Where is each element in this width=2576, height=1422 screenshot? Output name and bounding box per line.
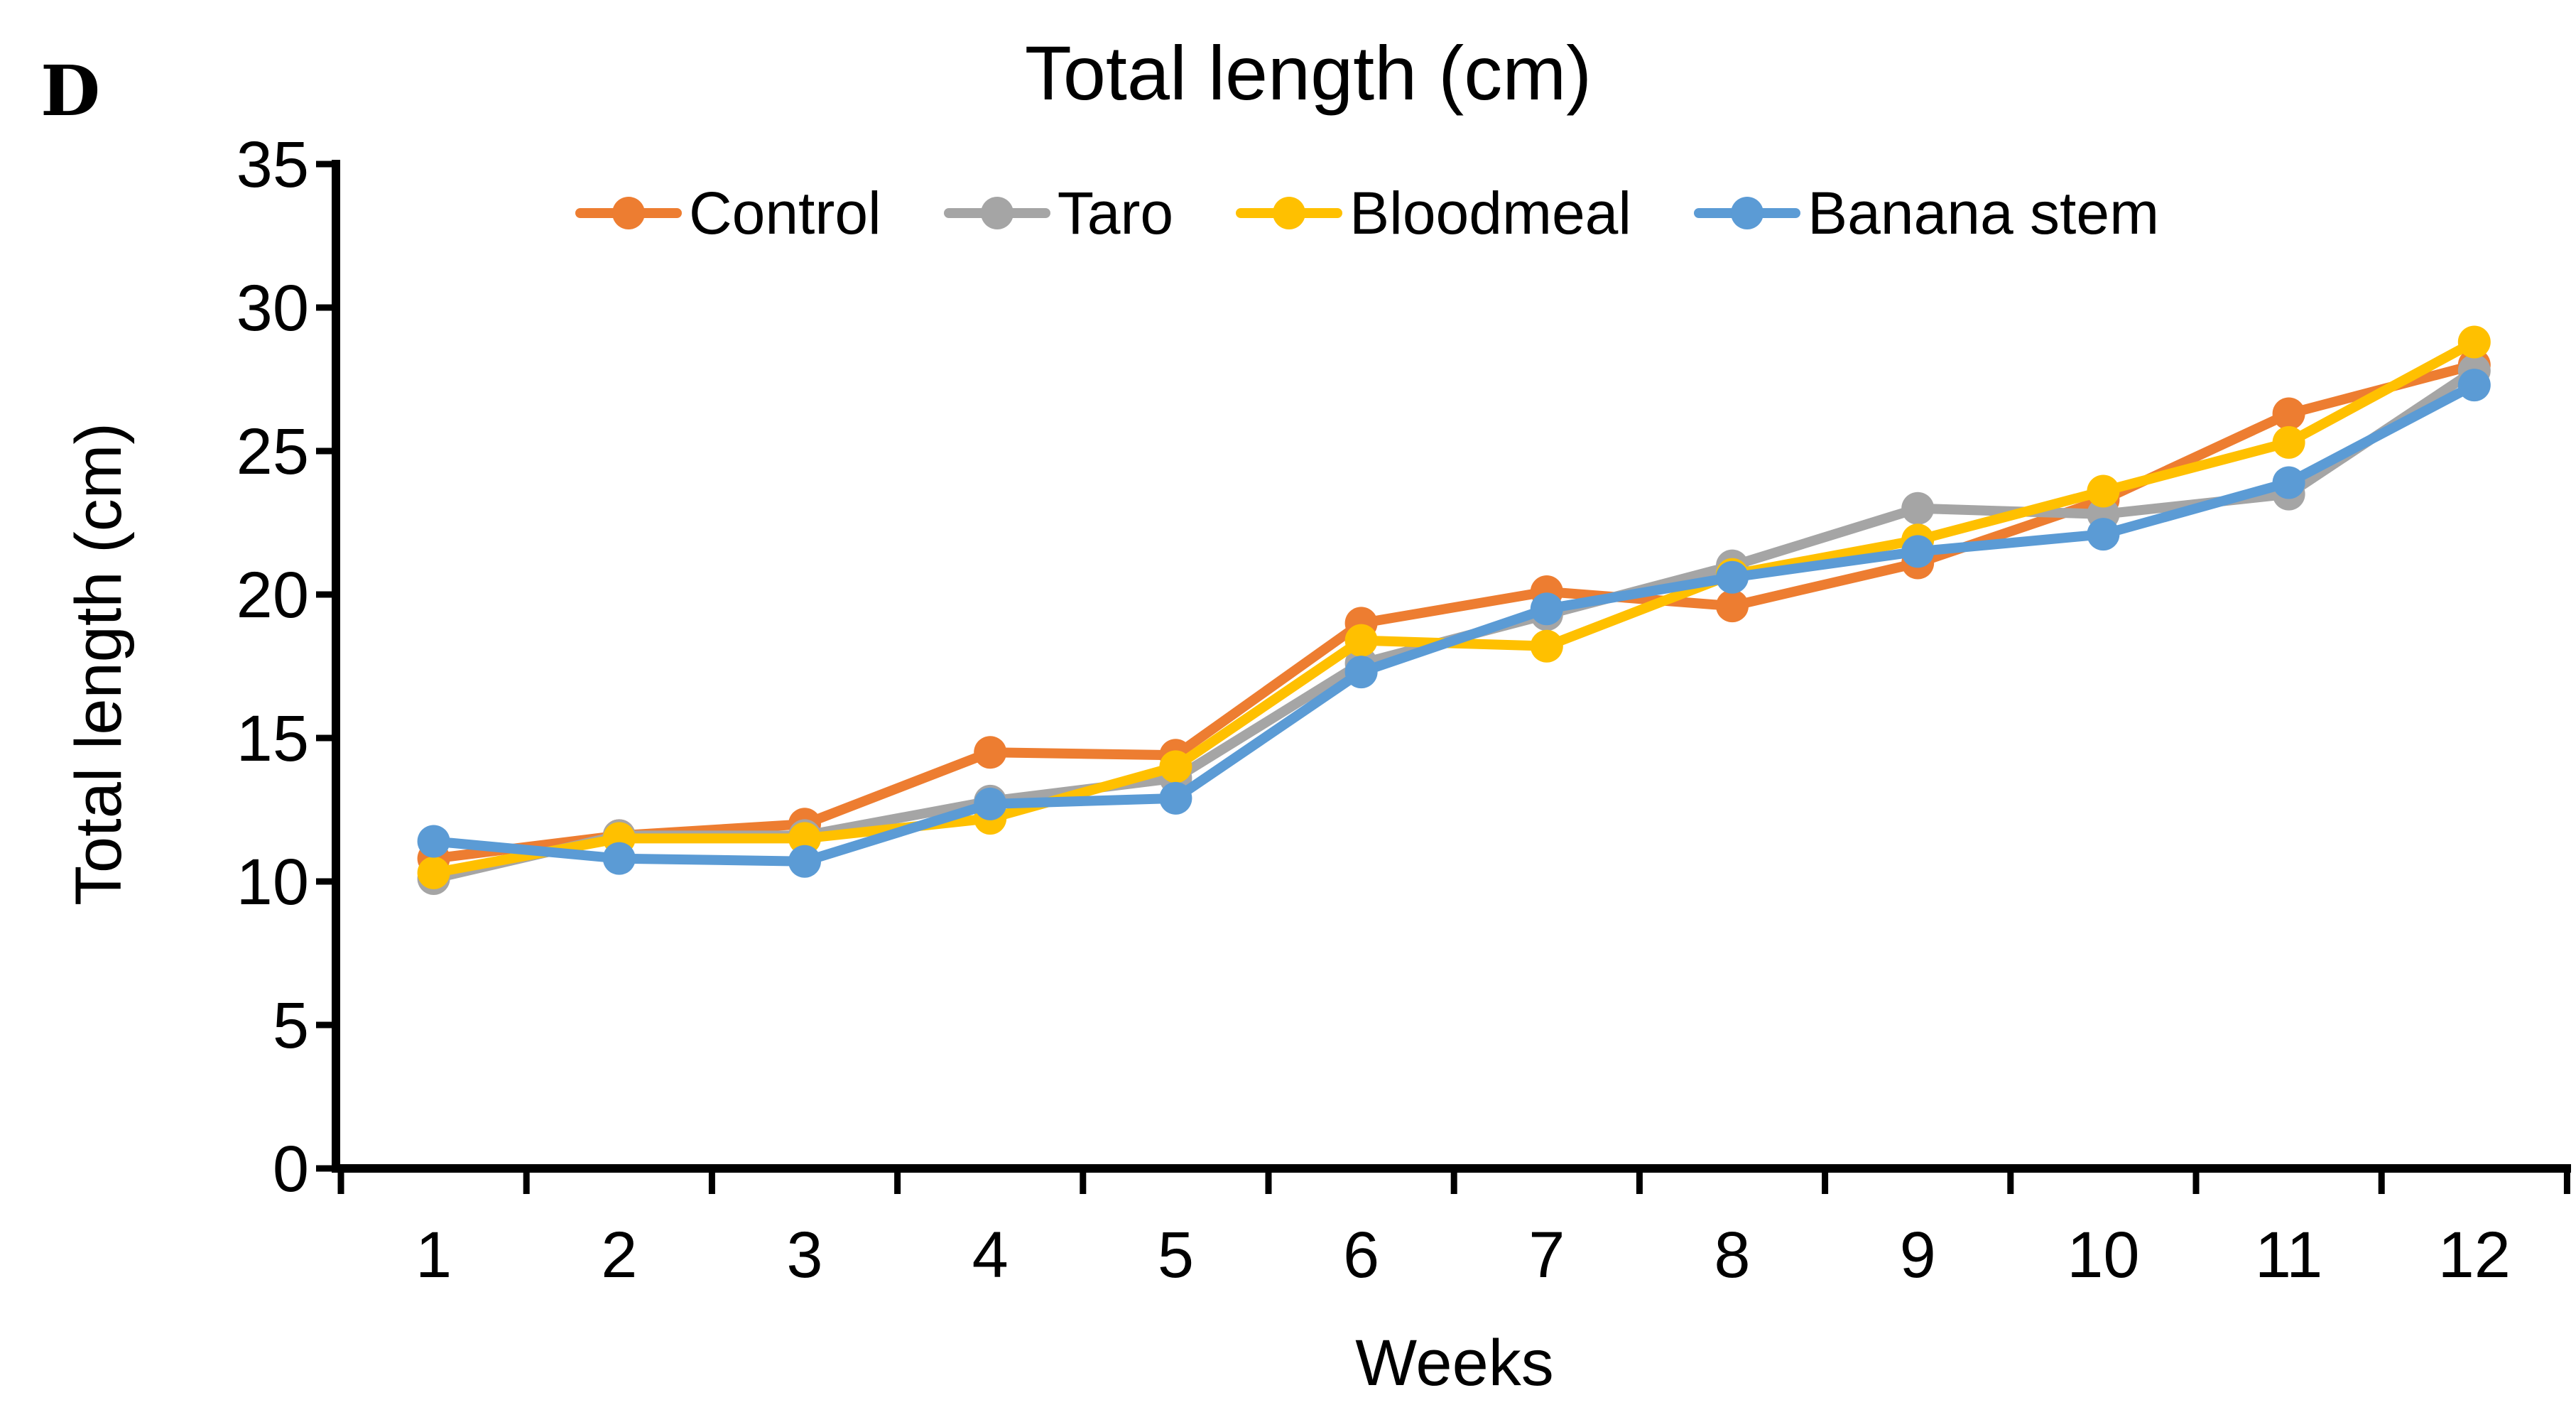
x-tick-label: 12 xyxy=(2438,1219,2511,1291)
data-point-marker xyxy=(2457,369,2491,402)
data-point-marker xyxy=(2272,466,2305,499)
series-line xyxy=(428,380,2479,867)
data-point-marker xyxy=(2087,518,2120,551)
data-point-marker xyxy=(1530,629,1563,663)
data-point-marker xyxy=(1901,492,1935,525)
y-axis-title: Total length (cm) xyxy=(63,423,135,906)
legend-item-taro: Taro xyxy=(943,180,1174,246)
legend-label: Bloodmeal xyxy=(1349,180,1632,246)
x-tick xyxy=(1822,1173,1829,1194)
x-tick-label: 8 xyxy=(1714,1219,1750,1291)
legend-item-control: Control xyxy=(575,183,881,243)
data-point-marker xyxy=(417,856,450,889)
y-tick xyxy=(316,734,337,742)
x-tick xyxy=(1265,1173,1272,1194)
x-tick-label: 2 xyxy=(601,1219,637,1291)
data-point-marker xyxy=(788,822,821,855)
x-tick xyxy=(1080,1173,1087,1194)
legend-line-marker-icon xyxy=(943,197,1050,229)
data-point-marker xyxy=(788,845,821,878)
chart-legend: Control Taro Bloodmeal Banana stem xyxy=(341,183,2393,243)
legend-label: Banana stem xyxy=(1808,180,2160,246)
x-tick xyxy=(523,1173,530,1194)
y-tick-label: 15 xyxy=(237,702,309,775)
series-line xyxy=(428,359,2479,864)
legend-item-bloodmeal: Bloodmeal xyxy=(1236,183,1631,243)
data-point-marker xyxy=(1716,560,1749,594)
legend-line-marker-icon xyxy=(1236,197,1343,229)
data-point-marker xyxy=(1901,535,1935,568)
data-point-marker xyxy=(1716,590,1749,623)
y-tick-label: 0 xyxy=(273,1133,309,1205)
x-axis-title: Weeks xyxy=(1355,1327,1554,1399)
x-tick xyxy=(894,1173,901,1194)
series-banana-stem xyxy=(417,369,2491,878)
x-tick xyxy=(1636,1173,1643,1194)
panel-letter: D xyxy=(40,50,100,131)
series-control xyxy=(417,348,2491,875)
x-tick xyxy=(2563,1173,2570,1194)
data-point-marker xyxy=(2272,425,2305,459)
y-tick xyxy=(316,447,337,455)
data-point-marker xyxy=(2457,325,2491,359)
x-tick-label: 11 xyxy=(2255,1219,2323,1291)
legend-label: Taro xyxy=(1057,180,1174,246)
y-tick-label: 35 xyxy=(237,129,309,201)
y-tick-label: 5 xyxy=(273,989,309,1062)
x-tick xyxy=(708,1173,715,1194)
x-tick xyxy=(337,1173,344,1194)
x-tick-label: 3 xyxy=(786,1219,822,1291)
x-tick-label: 9 xyxy=(1900,1219,1936,1291)
y-tick-label: 30 xyxy=(237,272,309,344)
legend-item-banana-stem: Banana stem xyxy=(1694,183,2159,243)
x-tick-label: 10 xyxy=(2067,1219,2139,1291)
data-point-marker xyxy=(1344,624,1378,657)
chart-title: Total length (cm) xyxy=(1025,30,1592,116)
data-point-marker xyxy=(1159,781,1192,815)
data-point-marker xyxy=(1159,750,1192,783)
x-tick-label: 1 xyxy=(415,1219,452,1291)
legend-line-marker-icon xyxy=(1694,197,1801,229)
x-tick xyxy=(2007,1173,2014,1194)
y-tick xyxy=(316,878,337,885)
legend-label: Control xyxy=(688,180,881,246)
y-tick xyxy=(316,591,337,598)
x-tick xyxy=(2192,1173,2200,1194)
y-tick-label: 25 xyxy=(237,416,309,488)
x-axis-line xyxy=(332,1164,2571,1173)
data-point-marker xyxy=(1530,592,1563,626)
series-line xyxy=(428,365,2479,884)
x-tick-label: 5 xyxy=(1158,1219,1194,1291)
data-point-marker xyxy=(2272,397,2305,430)
series-layer xyxy=(417,325,2491,895)
y-tick xyxy=(316,1165,337,1172)
x-tick-label: 6 xyxy=(1343,1219,1379,1291)
x-tick-label: 4 xyxy=(972,1219,1009,1291)
y-tick xyxy=(316,304,337,311)
data-point-marker xyxy=(2087,474,2120,508)
x-tick-label: 7 xyxy=(1528,1219,1565,1291)
data-point-marker xyxy=(974,787,1007,820)
data-point-marker xyxy=(602,842,636,875)
x-tick xyxy=(2378,1173,2385,1194)
x-tick xyxy=(1450,1173,1457,1194)
y-tick xyxy=(316,1021,337,1028)
data-point-marker xyxy=(1344,656,1378,689)
data-point-marker xyxy=(974,736,1007,769)
y-tick-label: 20 xyxy=(237,559,309,631)
y-tick xyxy=(316,161,337,168)
y-tick-label: 10 xyxy=(237,846,309,918)
legend-line-marker-icon xyxy=(575,197,682,229)
data-point-marker xyxy=(417,825,450,858)
series-taro xyxy=(417,354,2491,895)
y-axis-line xyxy=(332,160,340,1173)
